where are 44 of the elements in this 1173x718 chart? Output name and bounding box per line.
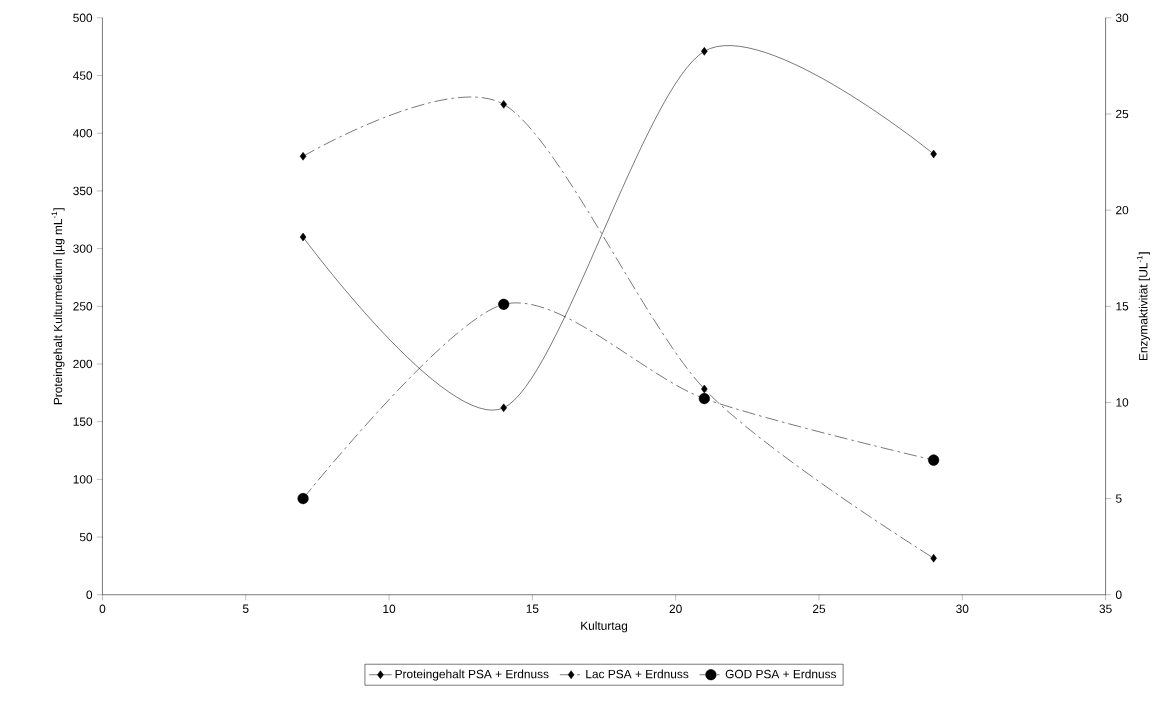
y-tick-label: 150 [73,417,93,427]
y2-axis-title: Enzymaktivität [UL$^{-1}$] [1136,252,1150,361]
y2-tick-label: 20 [1116,206,1129,215]
legend-label: Proteingehalt PSA + Erdnuss [395,669,549,681]
legend-label: Lac PSA + Erdnuss [586,669,689,679]
point [928,454,940,466]
y-tick-label: 350 [73,186,93,196]
x-tick-label: 5 [242,604,249,614]
y-tick-label: 400 [73,129,93,138]
y-tick-label: 300 [73,244,93,253]
point [299,152,307,161]
y-tick-label: 250 [73,302,93,311]
point [930,149,937,159]
x-tick-label: 25 [812,604,826,614]
x-tick-label: 30 [956,604,969,614]
point [698,393,710,405]
legend-label: GOD PSA + Erdnuss [725,669,837,679]
x-tick-label: 0 [99,604,106,614]
x-tick-label: 10 [383,604,396,614]
y-tick-label: 0 [86,590,93,600]
y-tick-label: 200 [73,359,93,369]
y2-tick-label: 25 [1116,109,1129,119]
x-tick-label: 15 [526,604,539,614]
point [498,298,510,311]
point [701,47,708,56]
point [297,493,309,505]
point [930,554,937,563]
y2-tick-label: 30 [1115,13,1129,23]
y2-tick-label: 15 [1116,302,1129,311]
y-tick-label: 100 [73,475,93,484]
y2-tick-label: 5 [1115,494,1122,503]
point [299,233,307,242]
x-tick-label: 35 [1099,604,1112,614]
y2-tick-label: 0 [1115,590,1122,600]
x-tick-label: 20 [669,604,682,614]
x-axis-title: Kulturtag [581,621,628,633]
point [500,403,507,413]
point [701,384,708,394]
y-tick-label: 450 [73,71,93,80]
y-axis-title: Proteingehalt Kulturmedium [µg mL$^{-1}$] [51,208,65,405]
point [500,100,507,109]
y2-tick-label: 10 [1116,398,1129,407]
y-tick-label: 50 [79,533,93,542]
y-tick-label: 500 [73,13,93,23]
